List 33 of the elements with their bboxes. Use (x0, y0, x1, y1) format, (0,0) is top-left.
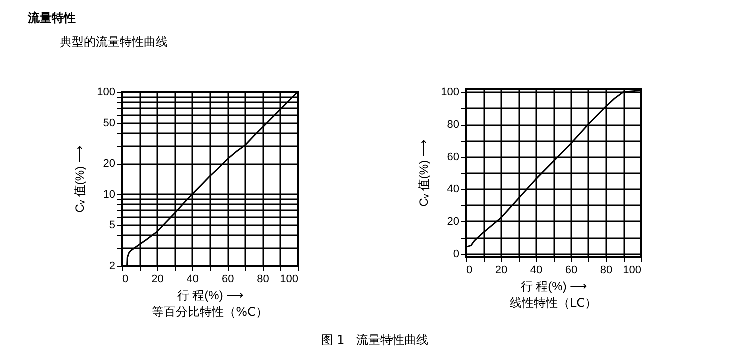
x-tick-label: 40 (530, 264, 543, 276)
x-tick-label: 100 (623, 264, 642, 276)
y-tick-label: 100 (441, 86, 460, 99)
y-tick-label: 80 (447, 119, 460, 132)
x-tick-label: 40 (186, 274, 200, 286)
y-axis-title: Cᵥ 值(%) ⟶ (417, 140, 432, 207)
x-tick-label: 0 (466, 264, 473, 276)
x-tick-label: 0 (122, 274, 129, 286)
x-tick-label: 20 (495, 264, 508, 276)
x-tick-label: 60 (565, 264, 578, 276)
caption: 图 1 流量特性曲线 (320, 332, 430, 349)
y-tick-label: 20 (103, 158, 116, 170)
y-tick-label: 2 (109, 260, 116, 272)
y-tick-label: 10 (103, 188, 116, 201)
text: 线性特性（LC） (510, 296, 598, 310)
x-tick-label: 100 (280, 274, 298, 286)
y-tick-label: 40 (447, 184, 460, 196)
text: 典型的流量特性曲线 (60, 34, 168, 51)
x-axis-title: 行 程(%) ⟶ (520, 280, 588, 294)
y-tick-label: 60 (447, 151, 460, 164)
x-axis-title: 行 程(%) ⟶ (177, 288, 244, 302)
x-tick-label: 20 (152, 274, 164, 286)
x-tick-label: 80 (600, 264, 613, 276)
text: 流量特性 (28, 10, 76, 27)
y-axis-title: Cᵥ 值(%) ⟶ (73, 146, 88, 213)
text: 等百分比特性（%C） (152, 305, 268, 319)
x-tick-label: 60 (222, 274, 234, 286)
y-tick-label: 20 (447, 216, 460, 228)
y-tick-label: 5 (109, 220, 116, 232)
y-tick-label: 100 (97, 86, 116, 98)
x-tick-label: 80 (257, 274, 270, 286)
y-tick-label: 50 (103, 117, 116, 130)
y-tick-label: 0 (453, 248, 460, 260)
